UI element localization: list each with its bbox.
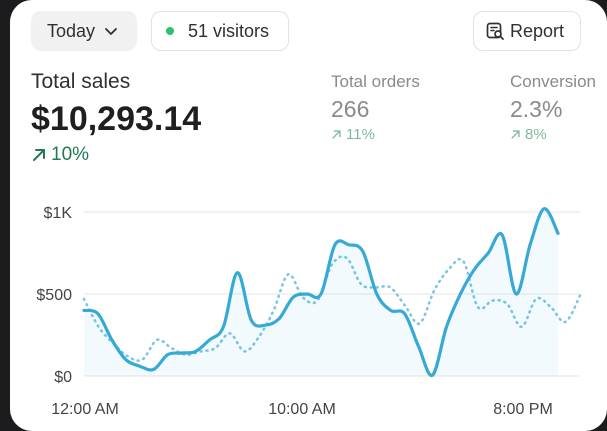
metric-label: Total sales — [31, 70, 131, 93]
chevron-down-icon — [104, 24, 118, 38]
metric-change: 11% — [331, 126, 420, 143]
metric-label: Total orders — [331, 72, 420, 91]
current-series-line — [82, 207, 560, 377]
report-icon — [485, 21, 505, 41]
metric-change-value: 11% — [346, 126, 375, 143]
current-series-area — [84, 208, 558, 376]
metric-change: 10% — [31, 144, 201, 166]
comparison-series-line — [82, 255, 582, 362]
arrow-up-right-icon — [33, 149, 45, 161]
metric-total-orders[interactable]: Total orders 266 11% — [331, 72, 420, 143]
date-range-label: Today — [47, 20, 96, 41]
sales-line-chart[interactable]: $1K $500 $0 12:00 AM 10:00 AM 8:00 PM — [10, 190, 607, 431]
metric-conversion[interactable]: Conversion 2.3% 8% — [510, 72, 596, 143]
x-tick-label: 8:00 PM — [493, 401, 553, 418]
report-button[interactable]: Report — [473, 11, 581, 51]
metric-change-value: 10% — [51, 144, 90, 165]
report-label: Report — [510, 20, 565, 41]
y-tick-label: $0 — [54, 369, 72, 386]
visitors-label: 51 visitors — [188, 20, 270, 41]
metric-change: 8% — [510, 126, 596, 143]
y-tick-label: $1K — [44, 205, 73, 222]
arrow-up-right-icon — [511, 130, 520, 139]
metric-value: 2.3% — [510, 96, 563, 122]
date-range-button[interactable]: Today — [31, 11, 137, 51]
metric-change-value: 8% — [525, 126, 547, 143]
y-tick-label: $500 — [36, 287, 72, 304]
arrow-up-right-icon — [332, 130, 341, 139]
x-tick-label: 12:00 AM — [51, 401, 119, 418]
metric-value: $10,293.14 — [31, 100, 202, 138]
metric-value: 266 — [331, 96, 370, 122]
metric-total-sales[interactable]: Total sales $10,293.14 10% — [31, 70, 201, 166]
x-tick-label: 10:00 AM — [268, 401, 336, 418]
metric-label: Conversion — [510, 72, 596, 91]
live-status-dot-icon — [166, 27, 174, 35]
live-visitors-button[interactable]: 51 visitors — [151, 11, 289, 51]
sales-card: Today 51 visitors Report Total sales $10… — [10, 0, 607, 431]
